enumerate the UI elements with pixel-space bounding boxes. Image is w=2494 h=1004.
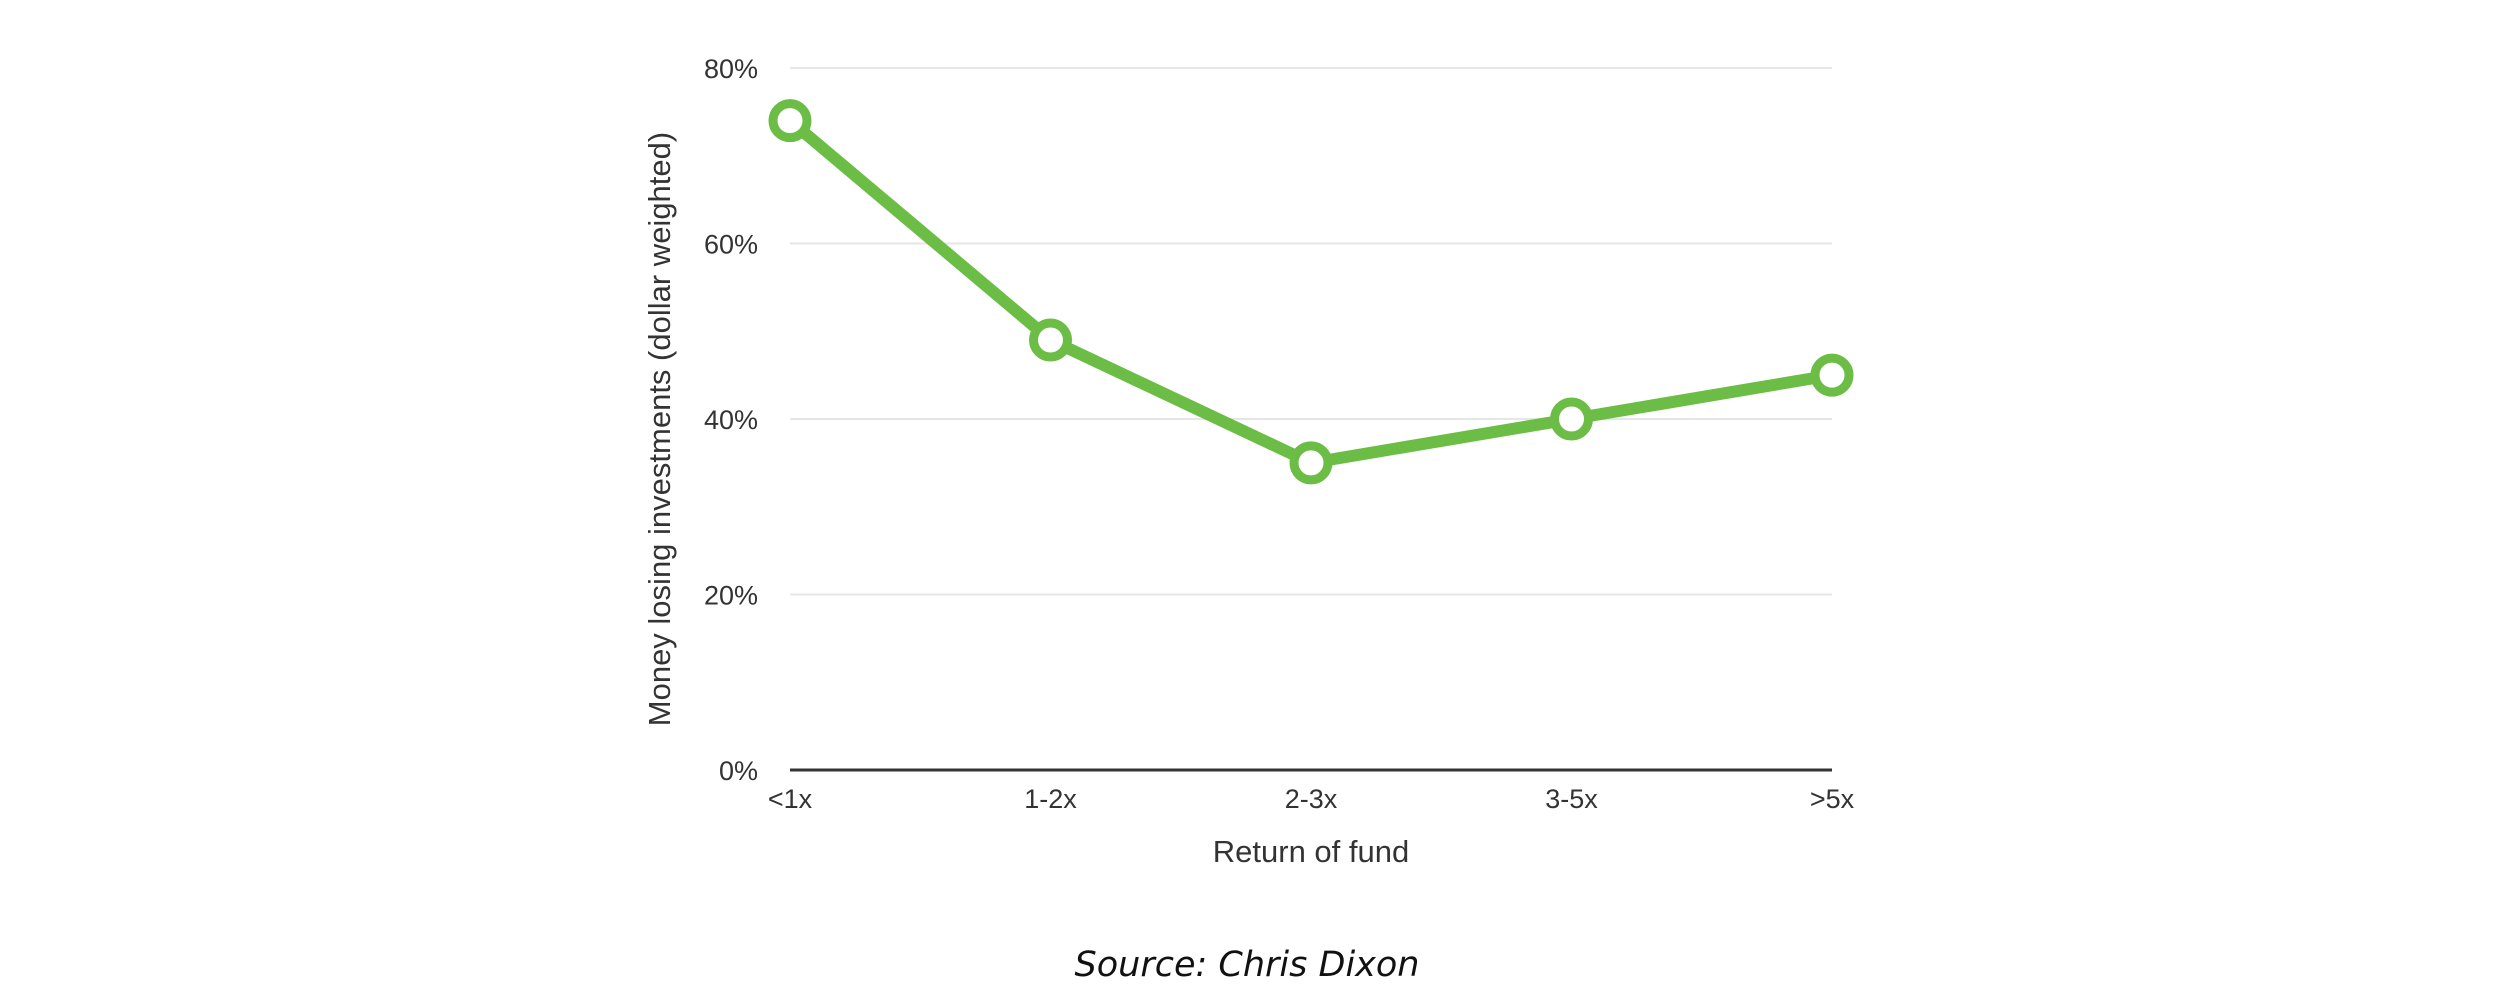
y-tick-labels: 0% 20% 40% 60% 80% xyxy=(704,54,758,786)
data-point xyxy=(1029,318,1072,362)
y-tick-label: 80% xyxy=(704,54,758,84)
gridlines xyxy=(790,67,1832,596)
series-layer xyxy=(768,99,1854,485)
series-line xyxy=(784,114,1838,469)
x-tick-label: 2-3x xyxy=(1285,784,1338,814)
source-caption: Source: Chris Dixon xyxy=(1074,945,1420,985)
x-tick-label: <1x xyxy=(768,784,813,814)
x-tick-label: 3-5x xyxy=(1545,784,1598,814)
y-tick-label: 60% xyxy=(704,230,758,260)
data-point xyxy=(1550,397,1593,441)
x-tick-labels: <1x 1-2x 2-3x 3-5x >5x xyxy=(768,784,1855,814)
x-tick-label: >5x xyxy=(1810,784,1855,814)
data-point xyxy=(1289,441,1333,485)
y-tick-label: 20% xyxy=(704,581,758,611)
y-tick-label: 0% xyxy=(719,756,758,786)
data-point xyxy=(1810,353,1854,397)
data-point xyxy=(768,99,812,143)
y-axis-title: Money losing investments (dollar weighte… xyxy=(642,132,677,726)
x-tick-label: 1-2x xyxy=(1024,784,1077,814)
y-tick-label: 40% xyxy=(704,405,758,435)
x-axis-title: Return of fund xyxy=(1213,834,1409,869)
